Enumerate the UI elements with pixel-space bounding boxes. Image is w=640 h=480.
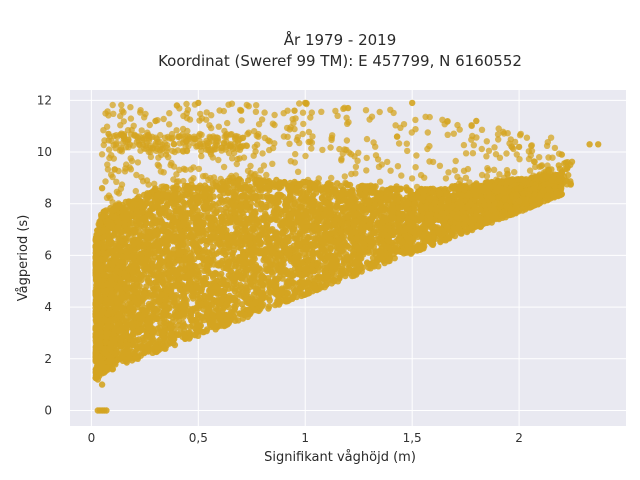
scatter-point [164,246,171,254]
scatter-point [429,185,437,192]
scatter-point [210,243,217,251]
scatter-point [238,220,245,227]
scatter-point [334,180,341,187]
scatter-point [219,199,226,206]
scatter-point [252,285,259,292]
scatter-point [176,257,183,264]
scatter-point [265,228,273,235]
scatter-point [229,285,236,292]
scatter-point [348,196,355,203]
scatter-point [291,178,298,186]
scatter-point [235,243,242,251]
scatter-point [437,237,444,244]
scatter-point [354,193,361,201]
scatter-point [309,252,316,259]
scatter-point [343,242,350,249]
scatter-point [291,280,298,288]
data-points [92,99,602,414]
scatter-point [210,193,217,200]
scatter-point [201,212,208,219]
scatter-point [379,244,386,252]
chart-title-line-2: Koordinat (Sweref 99 TM): E 457799, N 61… [158,52,522,70]
scatter-point [216,193,224,200]
scatter-point [203,241,210,248]
scatter-point [171,282,178,289]
scatter-point [186,226,193,233]
chart-title-line-1: År 1979 - 2019 [284,30,397,49]
scatter-point [485,219,492,226]
scatter-point [292,288,299,295]
scatter-point [201,267,208,274]
